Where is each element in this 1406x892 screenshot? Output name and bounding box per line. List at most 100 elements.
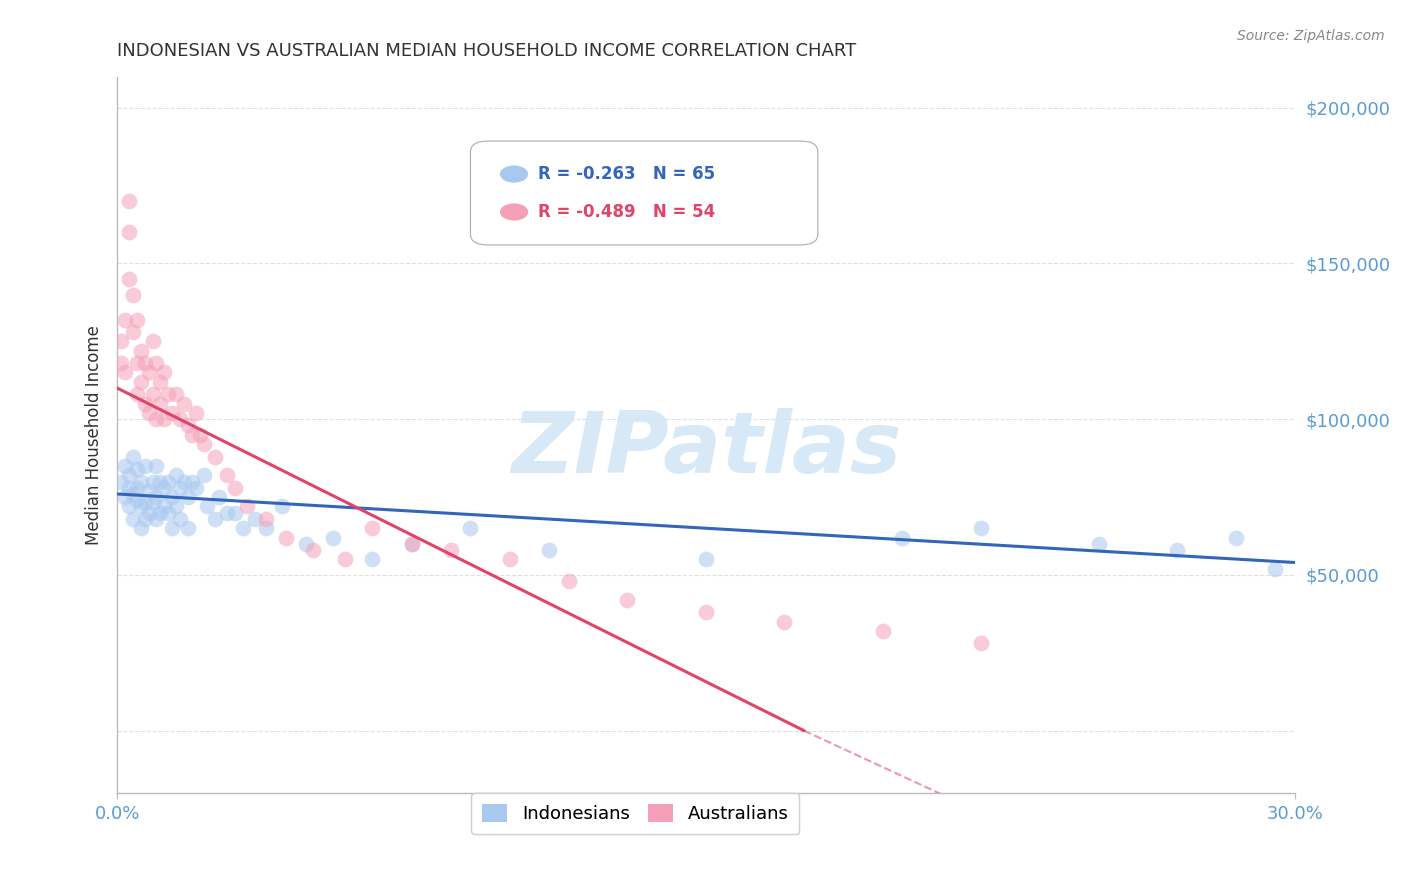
Point bbox=[145, 356, 167, 370]
Point bbox=[160, 490, 183, 504]
Point bbox=[695, 605, 717, 619]
Point bbox=[122, 487, 145, 501]
Point bbox=[149, 475, 172, 489]
Point bbox=[197, 500, 219, 514]
Point bbox=[114, 458, 136, 473]
Point bbox=[129, 375, 152, 389]
FancyBboxPatch shape bbox=[471, 141, 818, 245]
Point bbox=[110, 356, 132, 370]
Point bbox=[129, 343, 152, 358]
Point bbox=[153, 481, 176, 495]
Point bbox=[138, 483, 160, 498]
Point bbox=[224, 506, 246, 520]
Point bbox=[122, 325, 145, 339]
Point bbox=[695, 552, 717, 566]
Point bbox=[169, 512, 191, 526]
Point bbox=[217, 506, 239, 520]
Point bbox=[204, 512, 226, 526]
Point bbox=[193, 437, 215, 451]
Point bbox=[118, 468, 141, 483]
Point bbox=[141, 475, 163, 489]
Point bbox=[118, 481, 141, 495]
Point bbox=[322, 531, 344, 545]
Point bbox=[114, 490, 136, 504]
Point bbox=[145, 458, 167, 473]
Point bbox=[134, 458, 156, 473]
Point bbox=[302, 543, 325, 558]
Point bbox=[773, 615, 796, 629]
Point bbox=[333, 552, 356, 566]
Point bbox=[217, 468, 239, 483]
Point bbox=[125, 312, 148, 326]
Point bbox=[169, 481, 191, 495]
Point bbox=[160, 521, 183, 535]
Point bbox=[499, 552, 522, 566]
Point bbox=[138, 506, 160, 520]
Point bbox=[134, 397, 156, 411]
Point bbox=[118, 272, 141, 286]
Point bbox=[118, 194, 141, 209]
Point bbox=[114, 366, 136, 380]
Point bbox=[254, 512, 277, 526]
Point bbox=[138, 366, 160, 380]
Point bbox=[294, 537, 316, 551]
Point bbox=[970, 636, 993, 650]
Point bbox=[401, 537, 423, 551]
Point bbox=[149, 397, 172, 411]
Point bbox=[177, 418, 200, 433]
Text: R = -0.263   N = 65: R = -0.263 N = 65 bbox=[537, 165, 714, 183]
Point bbox=[254, 521, 277, 535]
Point bbox=[872, 624, 894, 638]
Point bbox=[173, 475, 195, 489]
Point bbox=[271, 500, 294, 514]
Point bbox=[149, 506, 172, 520]
Point bbox=[180, 427, 202, 442]
Point bbox=[125, 493, 148, 508]
Point bbox=[134, 356, 156, 370]
Point bbox=[134, 496, 156, 510]
Point bbox=[125, 356, 148, 370]
Point bbox=[204, 450, 226, 464]
Point bbox=[188, 427, 211, 442]
Point bbox=[145, 512, 167, 526]
Point bbox=[145, 412, 167, 426]
Point bbox=[1264, 562, 1286, 576]
Point bbox=[129, 475, 152, 489]
Point bbox=[153, 366, 176, 380]
Point bbox=[153, 412, 176, 426]
Circle shape bbox=[501, 203, 529, 220]
Point bbox=[235, 500, 257, 514]
Point bbox=[165, 468, 187, 483]
Point bbox=[157, 506, 180, 520]
Point bbox=[616, 592, 638, 607]
Point bbox=[1087, 537, 1109, 551]
Point bbox=[141, 334, 163, 349]
Point bbox=[157, 387, 180, 401]
Point bbox=[1225, 531, 1247, 545]
Point bbox=[274, 531, 297, 545]
Point bbox=[180, 475, 202, 489]
Point bbox=[129, 500, 152, 514]
Point bbox=[134, 512, 156, 526]
Point bbox=[165, 387, 187, 401]
Point bbox=[224, 481, 246, 495]
Text: INDONESIAN VS AUSTRALIAN MEDIAN HOUSEHOLD INCOME CORRELATION CHART: INDONESIAN VS AUSTRALIAN MEDIAN HOUSEHOL… bbox=[117, 42, 856, 60]
Point bbox=[125, 481, 148, 495]
Point bbox=[160, 406, 183, 420]
Point bbox=[1166, 543, 1188, 558]
Point bbox=[970, 521, 993, 535]
Point bbox=[110, 475, 132, 489]
Point bbox=[122, 450, 145, 464]
Point bbox=[118, 225, 141, 239]
Point bbox=[165, 500, 187, 514]
Point bbox=[891, 531, 914, 545]
Point bbox=[122, 287, 145, 301]
Point bbox=[169, 412, 191, 426]
Point bbox=[157, 475, 180, 489]
Legend: Indonesians, Australians: Indonesians, Australians bbox=[471, 793, 799, 834]
Point bbox=[460, 521, 482, 535]
Point bbox=[401, 537, 423, 551]
Y-axis label: Median Household Income: Median Household Income bbox=[86, 325, 103, 545]
Point bbox=[173, 397, 195, 411]
Text: R = -0.489   N = 54: R = -0.489 N = 54 bbox=[537, 203, 714, 221]
